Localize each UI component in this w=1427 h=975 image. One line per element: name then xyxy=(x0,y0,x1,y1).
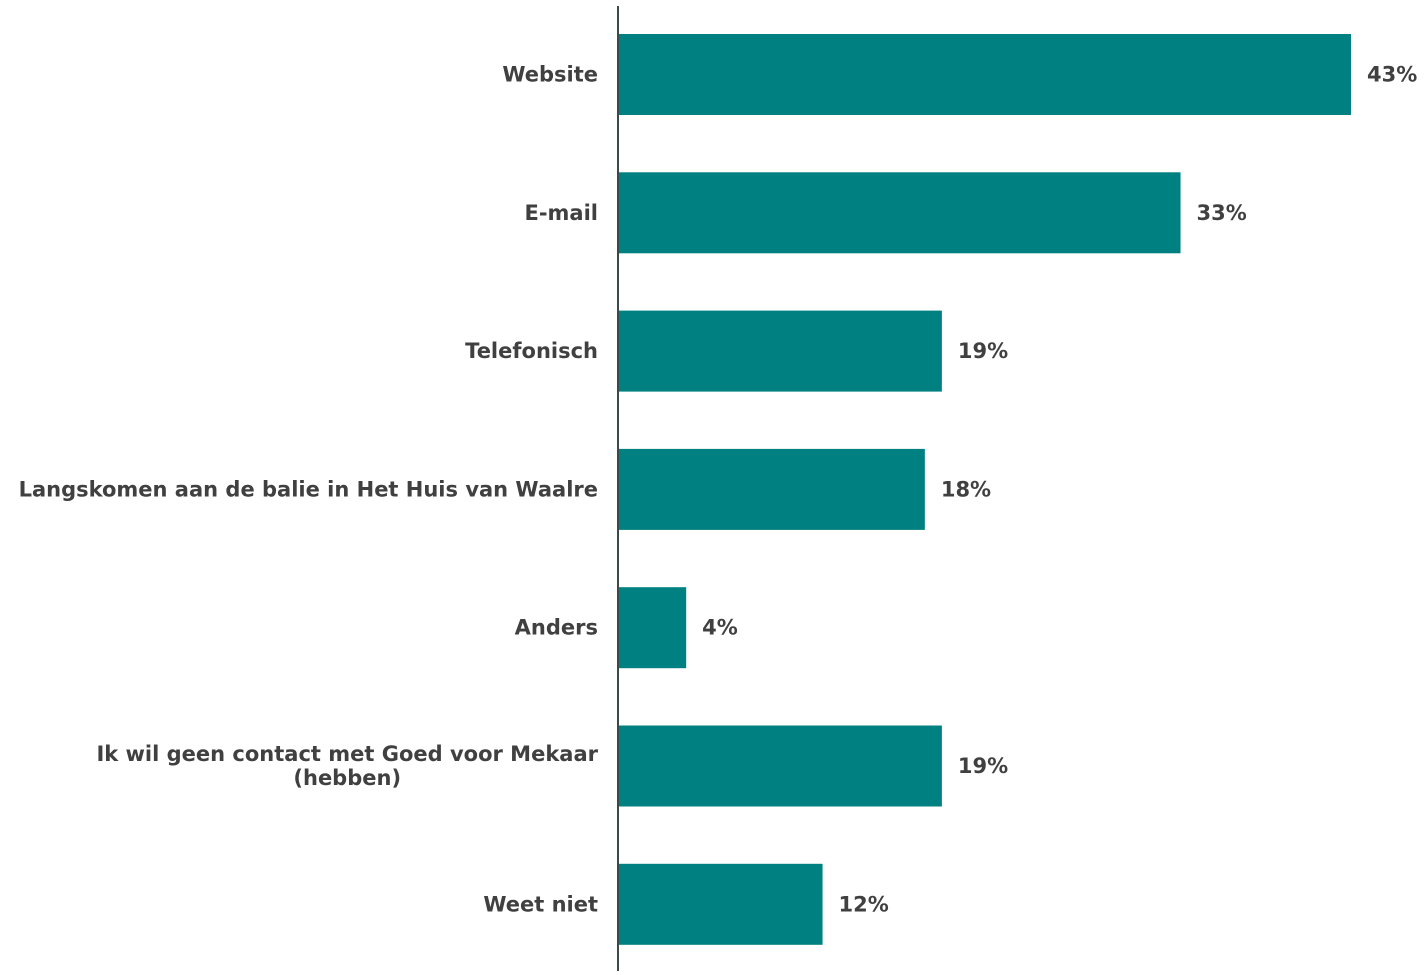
category-label-weet-niet: Weet niet xyxy=(483,892,598,916)
value-label-weet-niet: 12% xyxy=(839,892,889,916)
value-label-ik-wil-geen-contact-met-goed-voor-mekaar-hebben: 19% xyxy=(958,754,1008,778)
bar-e-mail xyxy=(618,172,1181,254)
value-label-e-mail: 33% xyxy=(1197,201,1247,225)
bar-telefonisch xyxy=(618,310,942,392)
category-label-langskomen-aan-de-balie-in-het-huis-van-waalre: Langskomen aan de balie in Het Huis van … xyxy=(19,477,598,501)
bar-anders xyxy=(618,587,687,669)
bar-weet-niet xyxy=(618,863,823,945)
value-label-anders: 4% xyxy=(702,616,738,640)
value-label-website: 43% xyxy=(1367,63,1417,87)
category-label-website: Website xyxy=(502,63,598,87)
category-label-telefonisch: Telefonisch xyxy=(465,339,598,363)
value-labels-group: 43% 33% 19% 18% 4% 19% 12% xyxy=(702,63,1417,917)
category-label-anders: Anders xyxy=(515,616,598,640)
bar-website xyxy=(618,34,1351,115)
category-labels-group: Website E-mail Telefonisch Langskomen aan d… xyxy=(19,63,599,917)
value-label-langskomen-aan-de-balie-in-het-huis-van-waalre: 18% xyxy=(941,477,991,501)
category-label-e-mail: E-mail xyxy=(524,201,598,225)
bar-ik-wil-geen-contact-met-goed-voor-mekaar-hebben xyxy=(618,725,942,807)
bar-langskomen-aan-de-balie-in-het-huis-van-waalre xyxy=(618,448,925,530)
value-label-telefonisch: 19% xyxy=(958,339,1008,363)
bars-group xyxy=(618,34,1351,945)
category-label-ik-wil-geen-contact-met-goed-voor-mekaar-hebben: Ik wil geen contact met Goed voor Mekaar… xyxy=(96,742,598,790)
